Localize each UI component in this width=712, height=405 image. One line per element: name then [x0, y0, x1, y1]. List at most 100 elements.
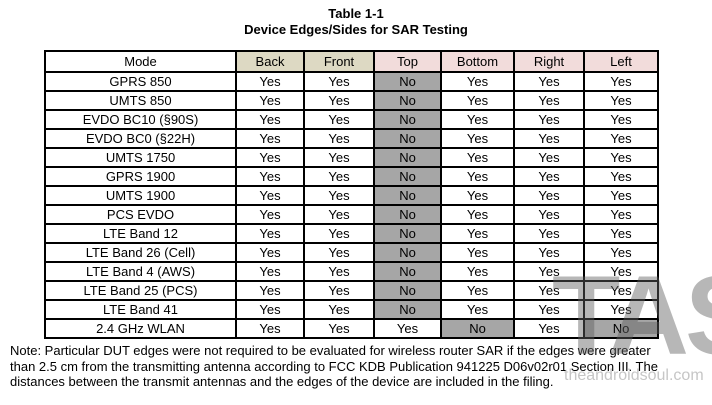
value-cell: No: [373, 204, 442, 225]
value-cell: Yes: [303, 128, 375, 149]
value-cell: Yes: [583, 71, 659, 92]
value-cell: Yes: [235, 299, 305, 320]
value-cell: Yes: [583, 223, 659, 244]
value-cell: Yes: [235, 71, 305, 92]
value-cell: Yes: [235, 242, 305, 263]
value-cell: No: [583, 318, 659, 339]
value-cell: Yes: [303, 204, 375, 225]
value-cell: Yes: [235, 280, 305, 301]
value-cell: No: [373, 280, 442, 301]
value-cell: No: [440, 318, 515, 339]
mode-cell: LTE Band 41: [44, 299, 237, 320]
value-cell: Yes: [583, 204, 659, 225]
mode-cell: LTE Band 25 (PCS): [44, 280, 237, 301]
value-cell: Yes: [440, 242, 515, 263]
note-line-1: Note: Particular DUT edges were not requ…: [10, 343, 651, 358]
mode-cell: UMTS 1750: [44, 147, 237, 168]
value-cell: Yes: [235, 90, 305, 111]
column-header-front: Front: [303, 50, 375, 73]
column-header-mode: Mode: [44, 50, 237, 73]
value-cell: Yes: [303, 166, 375, 187]
mode-cell: LTE Band 12: [44, 223, 237, 244]
value-cell: Yes: [583, 147, 659, 168]
value-cell: Yes: [513, 204, 585, 225]
column-header-right: Right: [513, 50, 585, 73]
value-cell: Yes: [513, 223, 585, 244]
value-cell: Yes: [440, 204, 515, 225]
value-cell: Yes: [583, 299, 659, 320]
value-cell: Yes: [303, 261, 375, 282]
value-cell: Yes: [513, 90, 585, 111]
value-cell: Yes: [583, 166, 659, 187]
value-cell: Yes: [513, 242, 585, 263]
table-row: LTE Band 41 Yes Yes No Yes Yes Yes: [44, 299, 659, 320]
note-line-2: than 2.5 cm from the transmitting antenn…: [10, 358, 658, 374]
value-cell: Yes: [513, 128, 585, 149]
table-row: UMTS 1750 Yes Yes No Yes Yes Yes: [44, 147, 659, 168]
value-cell: Yes: [303, 299, 375, 320]
value-cell: Yes: [440, 71, 515, 92]
value-cell: Yes: [583, 261, 659, 282]
mode-cell: EVDO BC10 (§90S): [44, 109, 237, 130]
value-cell: Yes: [303, 185, 375, 206]
value-cell: Yes: [513, 166, 585, 187]
value-cell: Yes: [235, 318, 305, 339]
value-cell: Yes: [583, 280, 659, 301]
value-cell: Yes: [303, 280, 375, 301]
table-row: LTE Band 25 (PCS) Yes Yes No Yes Yes Yes: [44, 280, 659, 301]
value-cell: Yes: [513, 147, 585, 168]
table-row: LTE Band 12 Yes Yes No Yes Yes Yes: [44, 223, 659, 244]
value-cell: Yes: [513, 318, 585, 339]
table-row: LTE Band 4 (AWS) Yes Yes No Yes Yes Yes: [44, 261, 659, 282]
value-cell: No: [373, 223, 442, 244]
table-row: 2.4 GHz WLAN Yes Yes Yes No Yes No: [44, 318, 659, 339]
value-cell: Yes: [583, 128, 659, 149]
value-cell: Yes: [513, 261, 585, 282]
value-cell: Yes: [235, 185, 305, 206]
value-cell: Yes: [440, 109, 515, 130]
value-cell: Yes: [235, 166, 305, 187]
value-cell: Yes: [513, 71, 585, 92]
value-cell: Yes: [583, 242, 659, 263]
value-cell: Yes: [440, 128, 515, 149]
value-cell: Yes: [513, 299, 585, 320]
value-cell: No: [373, 242, 442, 263]
table-row: EVDO BC10 (§90S) Yes Yes No Yes Yes Yes: [44, 109, 659, 130]
mode-cell: GPRS 850: [44, 71, 237, 92]
table-number: Table 1-1: [328, 6, 384, 21]
header-row: Mode Back Front Top Bottom Right Left: [44, 50, 659, 73]
column-header-left: Left: [583, 50, 659, 73]
table-title: Table 1-1 Device Edges/Sides for SAR Tes…: [0, 6, 712, 38]
note-line-3: distances between the transmit antennas …: [10, 374, 554, 389]
value-cell: Yes: [373, 318, 442, 339]
table-row: UMTS 1900 Yes Yes No Yes Yes Yes: [44, 185, 659, 206]
table-row: LTE Band 26 (Cell) Yes Yes No Yes Yes Yes: [44, 242, 659, 263]
mode-cell: EVDO BC0 (§22H): [44, 128, 237, 149]
value-cell: Yes: [303, 318, 375, 339]
value-cell: Yes: [513, 280, 585, 301]
value-cell: No: [373, 299, 442, 320]
column-header-back: Back: [235, 50, 305, 73]
table-row: EVDO BC0 (§22H) Yes Yes No Yes Yes Yes: [44, 128, 659, 149]
value-cell: Yes: [440, 223, 515, 244]
table-row: GPRS 850 Yes Yes No Yes Yes Yes: [44, 71, 659, 92]
value-cell: Yes: [235, 261, 305, 282]
value-cell: Yes: [235, 128, 305, 149]
value-cell: Yes: [440, 185, 515, 206]
sar-testing-table: Mode Back Front Top Bottom Right Left GPRS 850…: [44, 50, 659, 339]
note-text: Note: Particular DUT edges were not requ…: [10, 343, 712, 390]
value-cell: Yes: [303, 71, 375, 92]
value-cell: No: [373, 261, 442, 282]
value-cell: Yes: [303, 242, 375, 263]
value-cell: Yes: [235, 204, 305, 225]
table-row: UMTS 850 Yes Yes No Yes Yes Yes: [44, 90, 659, 111]
value-cell: No: [373, 147, 442, 168]
value-cell: Yes: [303, 90, 375, 111]
mode-cell: LTE Band 26 (Cell): [44, 242, 237, 263]
value-cell: Yes: [303, 109, 375, 130]
value-cell: Yes: [235, 223, 305, 244]
value-cell: Yes: [513, 109, 585, 130]
value-cell: Yes: [440, 147, 515, 168]
value-cell: Yes: [440, 280, 515, 301]
mode-cell: GPRS 1900: [44, 166, 237, 187]
